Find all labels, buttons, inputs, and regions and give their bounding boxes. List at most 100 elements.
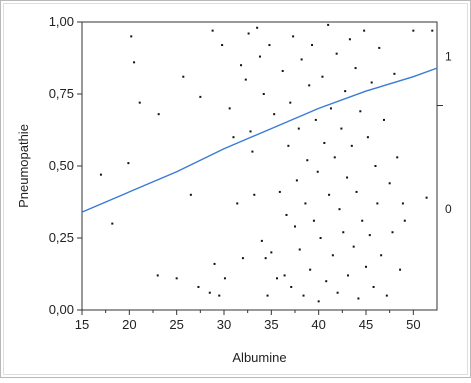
data-point (309, 268, 312, 271)
right-axis-label: 0 (445, 202, 452, 216)
data-point (273, 113, 276, 116)
data-point (189, 193, 192, 196)
data-point (133, 61, 136, 64)
data-point (382, 118, 385, 121)
data-point (357, 297, 360, 300)
data-point (197, 285, 200, 288)
data-point (312, 219, 315, 222)
data-point (270, 251, 273, 254)
data-point (251, 150, 254, 153)
x-tick-label: 50 (406, 317, 420, 332)
data-point (295, 179, 298, 182)
y-tick-label: 0,00 (49, 302, 74, 317)
data-point (262, 93, 265, 95)
data-point (354, 67, 357, 70)
data-point (99, 173, 102, 176)
data-point (290, 285, 293, 288)
figure-frame-inner (3, 3, 468, 375)
data-point (228, 107, 231, 110)
data-point (327, 23, 330, 26)
data-point (323, 141, 326, 144)
data-point (328, 193, 331, 196)
data-point (325, 280, 328, 283)
data-point (292, 35, 295, 38)
data-point (175, 277, 178, 280)
data-point (241, 257, 244, 260)
data-point (300, 58, 303, 61)
data-point (278, 190, 281, 193)
right-axis-label: 1 (445, 50, 452, 64)
data-point (317, 300, 320, 303)
data-point (285, 213, 288, 216)
data-point (130, 35, 133, 38)
data-point (127, 162, 130, 165)
data-point (350, 144, 353, 147)
data-point (319, 237, 322, 239)
y-tick-label: 0,75 (49, 86, 74, 101)
data-point (264, 257, 267, 260)
right-axis: 10 (437, 50, 452, 216)
data-point (352, 245, 355, 248)
data-point (374, 165, 377, 167)
data-point (335, 52, 338, 55)
data-point (388, 182, 391, 185)
plot-area (81, 21, 438, 311)
data-point (316, 170, 319, 173)
y-tick-label: 0,25 (49, 230, 74, 245)
data-point (287, 144, 290, 147)
y-axis-ticks: 0,00 0,25 0,50 0,75 1,00 (49, 14, 82, 317)
data-point (365, 265, 367, 268)
data-point (366, 136, 369, 139)
data-point (378, 46, 381, 49)
data-point (240, 64, 243, 67)
data-point (138, 101, 141, 104)
x-tick-label: 20 (122, 317, 136, 332)
data-point (304, 202, 307, 205)
data-point (385, 294, 388, 297)
data-point (199, 95, 202, 98)
data-point (380, 254, 383, 257)
data-point (372, 285, 375, 288)
data-point (213, 262, 216, 265)
data-point (348, 38, 351, 41)
data-point (355, 190, 358, 193)
data-point (336, 291, 339, 294)
data-point (359, 110, 362, 113)
data-point (268, 44, 271, 47)
fit-curve (81, 67, 438, 213)
data-point (306, 159, 309, 162)
data-point (244, 78, 247, 81)
x-axis-label: Albumine (232, 350, 286, 365)
data-point (308, 84, 311, 87)
data-point (314, 118, 317, 121)
data-point (412, 29, 415, 32)
x-tick-label: 15 (75, 317, 89, 332)
data-point (111, 222, 114, 225)
data-point (276, 277, 279, 280)
data-point (221, 44, 224, 47)
data-point (311, 44, 314, 47)
data-point (298, 248, 301, 251)
data-point (431, 29, 434, 32)
data-point (182, 75, 185, 78)
data-point (302, 294, 305, 297)
data-point (363, 29, 366, 32)
data-point (321, 75, 324, 78)
data-point (253, 193, 256, 196)
data-point (232, 136, 235, 139)
data-point (333, 156, 336, 159)
y-axis-label: Pneumopathie (16, 124, 31, 208)
y-tick-label: 0,50 (49, 158, 74, 173)
data-point (346, 176, 349, 179)
data-point (236, 202, 239, 205)
data-point (283, 274, 286, 277)
data-point (256, 26, 259, 29)
x-axis-ticks: 15 20 25 30 35 40 45 50 (75, 310, 421, 332)
x-tick-label: 25 (169, 317, 183, 332)
data-point (218, 294, 221, 297)
scatter-points (99, 23, 434, 303)
y-tick-label: 1,00 (49, 14, 74, 29)
data-point (157, 113, 160, 116)
x-tick-label: 40 (311, 317, 325, 332)
